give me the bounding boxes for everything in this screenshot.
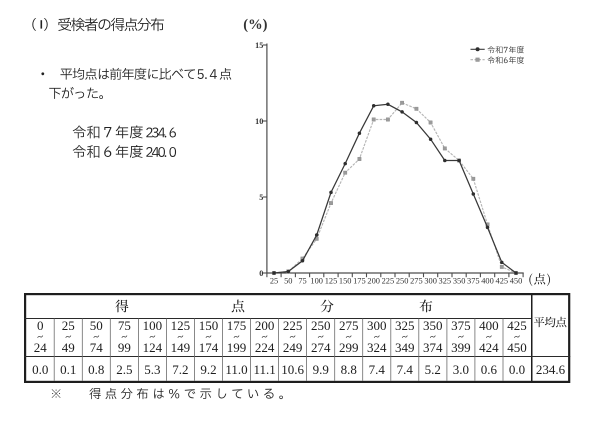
svg-text:7.4: 7.4 <box>369 362 386 377</box>
svg-text:(%): (%) <box>243 17 267 33</box>
svg-text:100: 100 <box>310 277 323 286</box>
svg-text:10: 10 <box>255 117 263 126</box>
svg-text:425: 425 <box>496 277 509 286</box>
svg-text:249: 249 <box>283 340 303 355</box>
svg-text:125: 125 <box>325 277 338 286</box>
svg-text:7.2: 7.2 <box>172 362 188 377</box>
svg-text:0.8: 0.8 <box>88 362 104 377</box>
svg-text:225: 225 <box>283 318 303 333</box>
svg-text:25: 25 <box>62 318 75 333</box>
svg-text:234.6: 234.6 <box>536 362 566 377</box>
svg-text:174: 174 <box>199 340 219 355</box>
svg-text:11.0: 11.0 <box>225 362 247 377</box>
svg-text:100: 100 <box>143 318 163 333</box>
svg-text:0.0: 0.0 <box>32 362 48 377</box>
svg-text:375: 375 <box>467 277 480 286</box>
svg-text:0: 0 <box>259 269 263 278</box>
svg-text:2.5: 2.5 <box>116 362 132 377</box>
svg-text:5.3: 5.3 <box>144 362 160 377</box>
svg-text:374: 374 <box>423 340 443 355</box>
svg-text:5.2: 5.2 <box>425 362 441 377</box>
svg-text:400: 400 <box>479 318 499 333</box>
svg-text:75: 75 <box>118 318 131 333</box>
svg-text:8.8: 8.8 <box>341 362 357 377</box>
svg-text:225: 225 <box>382 277 395 286</box>
svg-text:400: 400 <box>481 277 494 286</box>
svg-text:450: 450 <box>510 277 523 286</box>
svg-text:149: 149 <box>171 340 191 355</box>
svg-text:75: 75 <box>298 277 306 286</box>
svg-text:0: 0 <box>37 318 44 333</box>
svg-text:50: 50 <box>284 277 292 286</box>
svg-text:275: 275 <box>339 318 359 333</box>
svg-text:175: 175 <box>227 318 247 333</box>
svg-text:375: 375 <box>451 318 471 333</box>
svg-text:99: 99 <box>118 340 131 355</box>
svg-text:7.4: 7.4 <box>397 362 414 377</box>
svg-text:150: 150 <box>199 318 219 333</box>
svg-text:425: 425 <box>507 318 527 333</box>
svg-text:15: 15 <box>255 41 263 50</box>
svg-text:300: 300 <box>424 277 437 286</box>
svg-text:124: 124 <box>143 340 163 355</box>
svg-text:5: 5 <box>259 193 263 202</box>
svg-text:11.1: 11.1 <box>253 362 275 377</box>
svg-text:325: 325 <box>395 318 415 333</box>
svg-text:424: 424 <box>479 340 499 355</box>
svg-text:199: 199 <box>227 340 247 355</box>
svg-text:200: 200 <box>255 318 275 333</box>
svg-text:350: 350 <box>453 277 466 286</box>
svg-text:250: 250 <box>311 318 331 333</box>
svg-text:275: 275 <box>410 277 423 286</box>
svg-text:399: 399 <box>451 340 471 355</box>
svg-text:300: 300 <box>367 318 387 333</box>
svg-text:49: 49 <box>62 340 75 355</box>
svg-text:325: 325 <box>439 277 452 286</box>
svg-text:0.0: 0.0 <box>509 362 525 377</box>
svg-text:324: 324 <box>367 340 387 355</box>
svg-text:250: 250 <box>396 277 409 286</box>
svg-text:24: 24 <box>34 340 48 355</box>
svg-text:50: 50 <box>90 318 103 333</box>
svg-text:125: 125 <box>171 318 191 333</box>
svg-text:350: 350 <box>423 318 443 333</box>
svg-text:9.9: 9.9 <box>313 362 329 377</box>
svg-text:0.1: 0.1 <box>60 362 76 377</box>
svg-text:224: 224 <box>255 340 275 355</box>
svg-text:3.0: 3.0 <box>453 362 469 377</box>
svg-text:175: 175 <box>353 277 366 286</box>
svg-text:299: 299 <box>339 340 359 355</box>
svg-text:274: 274 <box>311 340 331 355</box>
svg-text:200: 200 <box>367 277 380 286</box>
svg-text:150: 150 <box>339 277 352 286</box>
svg-text:25: 25 <box>270 277 278 286</box>
svg-text:0.6: 0.6 <box>481 362 498 377</box>
svg-text:10.6: 10.6 <box>281 362 304 377</box>
svg-text:450: 450 <box>507 340 527 355</box>
svg-text:9.2: 9.2 <box>200 362 216 377</box>
svg-text:74: 74 <box>90 340 104 355</box>
svg-text:349: 349 <box>395 340 415 355</box>
